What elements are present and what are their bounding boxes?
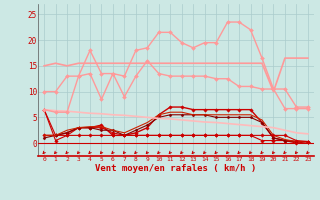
X-axis label: Vent moyen/en rafales ( km/h ): Vent moyen/en rafales ( km/h ) <box>95 164 257 173</box>
